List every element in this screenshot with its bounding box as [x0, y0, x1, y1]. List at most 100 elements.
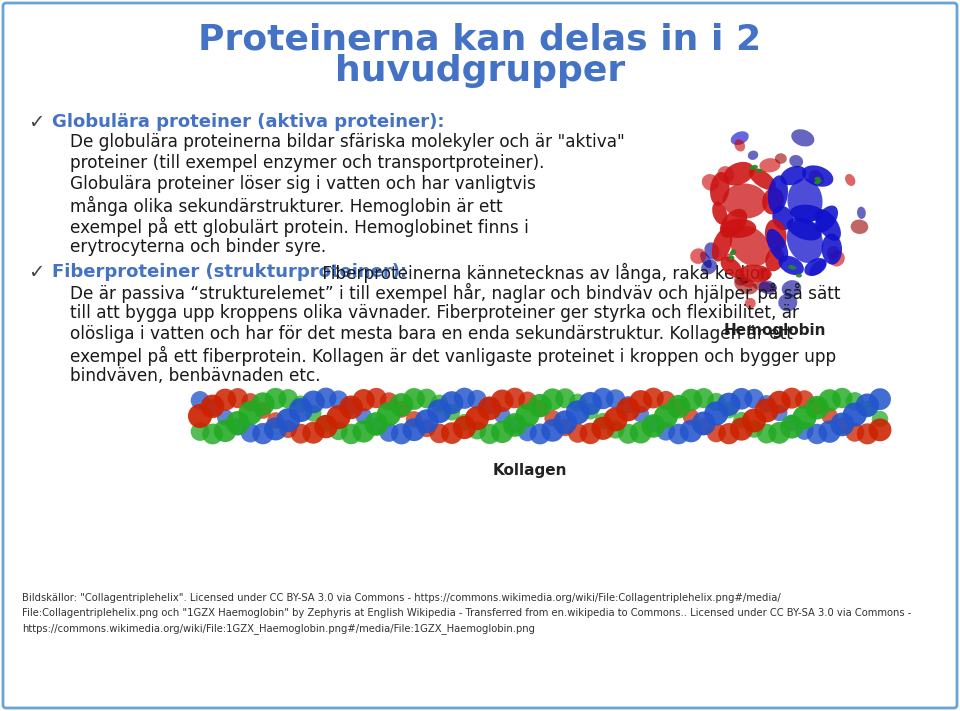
Point [620, 399, 636, 410]
Point [344, 402, 359, 413]
Point [204, 401, 220, 412]
Text: många olika sekundärstrukturer. Hemoglobin är ett: många olika sekundärstrukturer. Hemoglob… [70, 196, 503, 216]
Point [532, 400, 547, 412]
Ellipse shape [791, 129, 814, 146]
Point [684, 425, 699, 437]
Point [646, 418, 661, 429]
Ellipse shape [731, 132, 749, 145]
Point [721, 428, 736, 439]
Point [708, 408, 724, 419]
Ellipse shape [710, 172, 730, 205]
Point [721, 399, 736, 410]
Point [344, 428, 359, 439]
Point [293, 428, 308, 439]
Point [482, 400, 497, 412]
Ellipse shape [711, 228, 732, 262]
Ellipse shape [790, 205, 824, 222]
Point [457, 392, 472, 404]
Text: exempel på ett globulärt protein. Hemoglobinet finns i: exempel på ett globulärt protein. Hemogl… [70, 217, 529, 237]
Point [797, 425, 812, 437]
Point [784, 417, 800, 429]
Point [532, 428, 547, 439]
Ellipse shape [851, 220, 868, 234]
Point [684, 394, 699, 405]
Ellipse shape [752, 165, 758, 169]
Point [507, 419, 522, 431]
Point [733, 393, 749, 405]
Ellipse shape [758, 281, 777, 294]
Point [356, 411, 372, 422]
Ellipse shape [717, 166, 734, 183]
Point [558, 422, 573, 433]
Ellipse shape [808, 170, 824, 186]
Point [746, 415, 761, 426]
Point [733, 424, 749, 435]
Point [406, 393, 421, 405]
Ellipse shape [750, 166, 756, 170]
Point [608, 424, 623, 435]
Ellipse shape [857, 207, 866, 219]
Point [558, 392, 573, 404]
Ellipse shape [789, 155, 804, 168]
Point [708, 427, 724, 439]
Point [381, 396, 396, 407]
Ellipse shape [787, 218, 822, 240]
Point [646, 392, 661, 404]
Ellipse shape [779, 256, 804, 275]
Point [204, 428, 220, 439]
Point [394, 428, 409, 439]
Ellipse shape [702, 174, 719, 191]
Point [696, 392, 711, 404]
Point [860, 400, 876, 411]
Point [394, 399, 409, 410]
Point [192, 395, 207, 406]
Ellipse shape [734, 139, 745, 151]
Point [507, 392, 522, 404]
Point [230, 392, 246, 404]
Point [646, 420, 661, 432]
Point [494, 410, 510, 421]
Point [319, 421, 334, 432]
Text: Proteinerna kan delas in i 2: Proteinerna kan delas in i 2 [199, 22, 761, 56]
Point [432, 397, 447, 409]
Point [684, 412, 699, 423]
Ellipse shape [781, 280, 802, 297]
Ellipse shape [790, 266, 797, 269]
Point [696, 421, 711, 432]
Point [860, 428, 876, 439]
Point [369, 420, 384, 432]
Ellipse shape [779, 294, 798, 311]
Ellipse shape [816, 179, 822, 183]
Point [444, 407, 460, 418]
Ellipse shape [754, 282, 777, 292]
Point [834, 419, 850, 430]
Text: Bildskällor: "Collagentriplehelix". Licensed under CC BY-SA 3.0 via Commons - ht: Bildskällor: "Collagentriplehelix". Lice… [22, 593, 780, 603]
Text: De är passiva “strukturelemet” i till exempel hår, naglar och bindväv och hjälpe: De är passiva “strukturelemet” i till ex… [70, 283, 841, 303]
Point [659, 426, 674, 437]
Point [255, 428, 271, 439]
Point [608, 393, 623, 405]
Ellipse shape [731, 250, 736, 254]
Ellipse shape [815, 205, 838, 232]
Text: Globulära proteiner löser sig i vatten och har vanligtvis: Globulära proteiner löser sig i vatten o… [70, 175, 536, 193]
Text: exempel på ett fiberprotein. Kollagen är det vanligaste proteinet i kroppen och : exempel på ett fiberprotein. Kollagen är… [70, 346, 836, 366]
Ellipse shape [701, 260, 717, 274]
Point [659, 411, 674, 422]
Point [432, 405, 447, 417]
Point [583, 405, 598, 417]
Ellipse shape [822, 233, 842, 264]
Ellipse shape [739, 278, 754, 287]
Text: Fiberproteinerna kännetecknas av långa, raka kedjor.: Fiberproteinerna kännetecknas av långa, … [317, 263, 771, 283]
Point [305, 407, 321, 419]
Point [772, 427, 787, 439]
Point [797, 412, 812, 423]
Point [847, 395, 862, 407]
Ellipse shape [802, 166, 833, 187]
Ellipse shape [730, 251, 735, 255]
Point [696, 417, 711, 429]
Ellipse shape [745, 298, 756, 309]
Point [255, 405, 271, 416]
Point [822, 426, 837, 437]
Point [671, 428, 686, 439]
Ellipse shape [809, 260, 827, 276]
